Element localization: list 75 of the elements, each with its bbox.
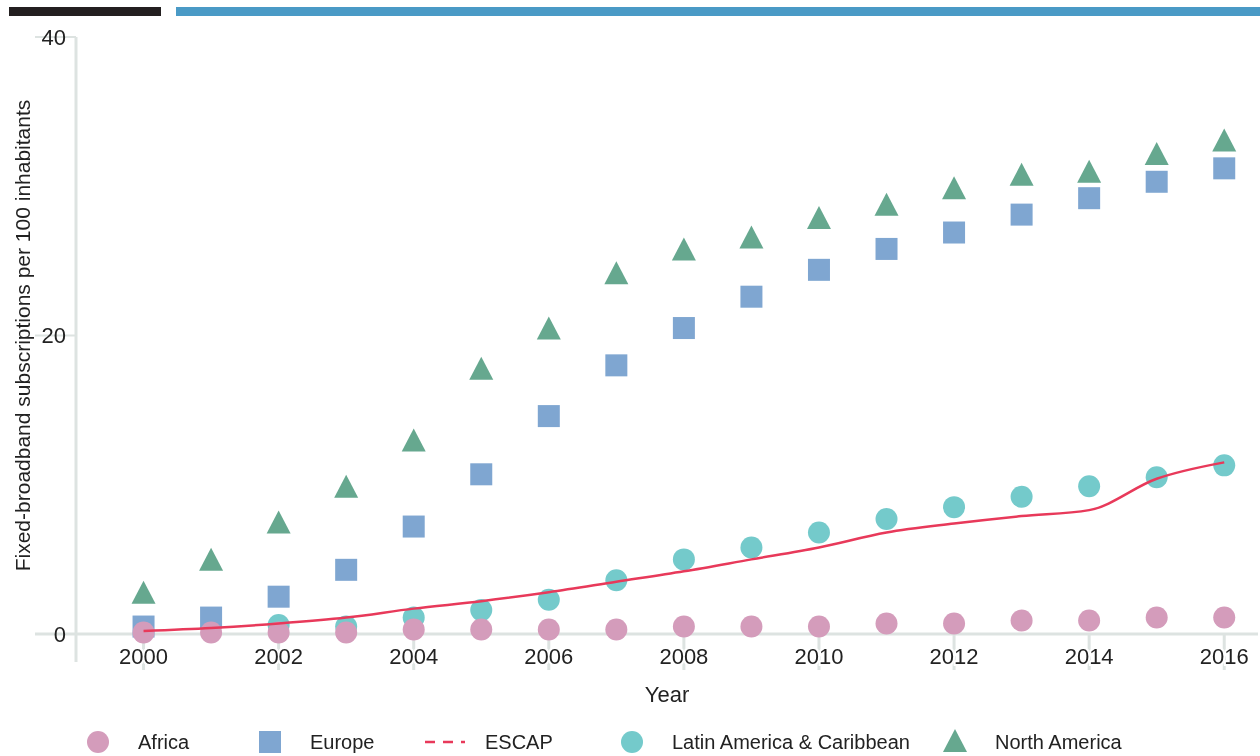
point <box>1077 159 1102 183</box>
point <box>1213 454 1236 477</box>
point <box>875 612 898 635</box>
y-tick-label: 40 <box>41 24 66 50</box>
point <box>943 221 966 244</box>
point <box>672 317 695 340</box>
point <box>1078 609 1101 632</box>
point <box>470 463 493 486</box>
point <box>605 354 628 377</box>
x-tick-label: 2008 <box>659 644 709 669</box>
point <box>401 428 426 452</box>
point <box>874 192 899 216</box>
point <box>875 508 898 531</box>
x-tick-label: 2012 <box>929 644 979 669</box>
point <box>1213 606 1236 629</box>
point <box>402 515 425 538</box>
point <box>469 356 494 380</box>
x-tick-label: 2004 <box>389 644 439 669</box>
x-tick-label: 2014 <box>1064 644 1114 669</box>
point <box>807 521 830 544</box>
point <box>1145 606 1168 629</box>
point <box>740 285 763 308</box>
point <box>1212 128 1237 152</box>
point <box>740 536 763 559</box>
point <box>807 615 830 638</box>
point <box>1010 485 1033 508</box>
point <box>942 176 967 200</box>
y-axis-title: Fixed-broadband subscriptions per 100 inhabitants <box>11 99 34 572</box>
legend-label: Latin America & Caribbean <box>672 731 910 753</box>
point <box>335 621 358 644</box>
legend-label: North America <box>995 731 1123 753</box>
y-tick-label: 0 <box>53 621 66 647</box>
point <box>807 258 830 281</box>
point <box>132 621 155 644</box>
point <box>537 618 560 641</box>
point <box>1144 141 1169 165</box>
point <box>1078 475 1101 498</box>
legend-label: Africa <box>138 731 190 753</box>
point <box>266 510 291 534</box>
point <box>671 237 696 261</box>
point <box>1078 187 1101 210</box>
x-tick-label: 2000 <box>119 644 169 669</box>
point <box>199 547 224 571</box>
point <box>740 615 763 638</box>
point <box>537 405 560 428</box>
x-axis-title: Year <box>644 682 690 707</box>
x-tick-label: 2006 <box>524 644 574 669</box>
point <box>672 615 695 638</box>
point <box>267 585 290 608</box>
point <box>470 618 493 641</box>
point <box>943 496 966 519</box>
legend-label: ESCAP <box>485 731 553 753</box>
point <box>1010 609 1033 632</box>
point <box>1010 203 1033 226</box>
y-tick-label: 20 <box>41 323 66 349</box>
x-tick-label: 2002 <box>254 644 304 669</box>
point <box>1213 157 1236 180</box>
x-tick-label: 2016 <box>1199 644 1249 669</box>
point <box>402 618 425 641</box>
point <box>605 618 628 641</box>
point <box>739 225 764 249</box>
legend-label: Europe <box>310 731 375 753</box>
x-tick-label: 2010 <box>794 644 844 669</box>
point <box>267 621 290 644</box>
point <box>1145 170 1168 193</box>
point <box>334 474 359 498</box>
point <box>604 261 629 285</box>
point <box>943 612 966 635</box>
point <box>536 316 561 340</box>
point <box>875 237 898 260</box>
point <box>1009 162 1034 186</box>
point <box>806 206 831 230</box>
point <box>335 558 358 581</box>
point <box>672 548 695 571</box>
point <box>131 580 156 604</box>
